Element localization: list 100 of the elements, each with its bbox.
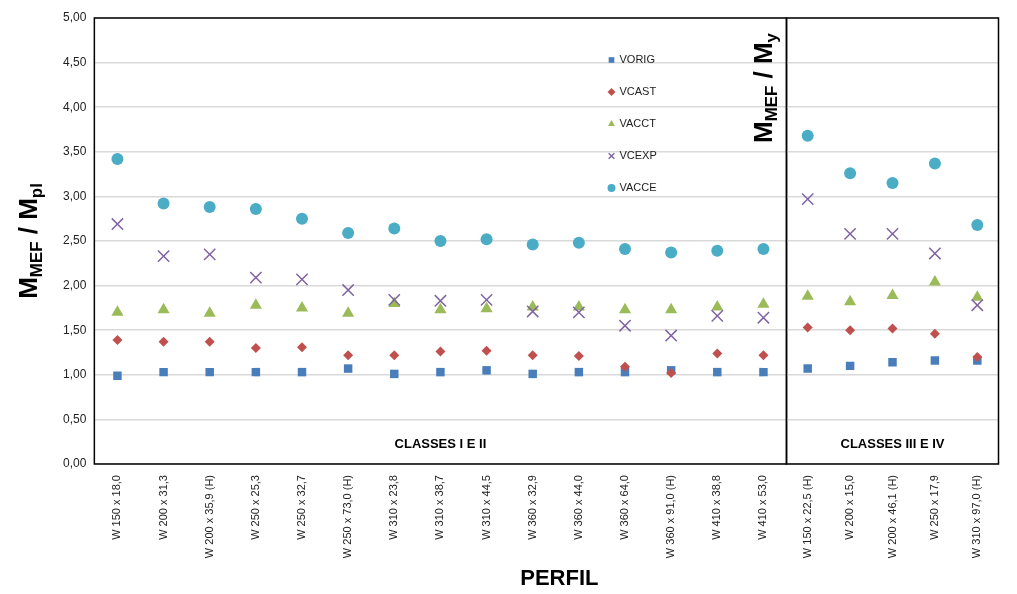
point — [111, 217, 124, 231]
y-tick-label: 4,00 — [63, 99, 87, 114]
point — [888, 358, 897, 367]
x-tick-label: W 360 x 44,0 — [571, 475, 584, 540]
point — [929, 328, 940, 339]
legend-label: VCEXP — [619, 149, 657, 162]
x-tick-label: W 360 x 32,9 — [525, 475, 538, 540]
x-tick-label: W 150 x 22,5 (H) — [800, 475, 813, 559]
x-tick-label: W 310 x 97,0 (H) — [970, 475, 983, 559]
point — [758, 350, 769, 361]
x-tick-label: W 250 x 73,0 (H) — [341, 475, 354, 559]
point — [296, 212, 308, 225]
point — [887, 323, 898, 334]
point — [928, 247, 942, 260]
point — [972, 351, 983, 362]
legend-label: VCAST — [619, 85, 657, 98]
point — [112, 335, 123, 346]
point — [970, 298, 984, 312]
point — [480, 301, 493, 313]
point — [480, 293, 493, 307]
y-axis-title: MMEF / Mpl — [13, 183, 47, 299]
x-tick-label: W 200 x 31,3 — [156, 475, 169, 540]
point — [844, 294, 857, 306]
point — [342, 306, 355, 317]
point — [113, 371, 122, 380]
point — [436, 367, 445, 377]
point — [528, 369, 537, 379]
point — [250, 343, 261, 354]
point — [435, 346, 446, 357]
point — [482, 366, 491, 375]
y-tick-label: 1,00 — [63, 367, 87, 382]
point — [618, 302, 632, 314]
point — [757, 243, 770, 256]
point — [619, 243, 631, 256]
point — [710, 309, 724, 323]
point — [205, 367, 214, 377]
point — [111, 305, 124, 316]
x-tick-label: W 410 x 53,0 — [756, 475, 769, 540]
point — [665, 302, 678, 314]
legend-label: VORIG — [619, 53, 655, 66]
x-tick-label: W 150 x 18,0 — [110, 475, 123, 540]
point — [434, 294, 447, 308]
legend-label: VACCT — [619, 117, 657, 130]
point — [158, 336, 169, 347]
point — [159, 367, 168, 377]
point — [204, 336, 215, 347]
point — [803, 364, 812, 373]
x-tick-label: W 310 x 38,7 — [433, 475, 446, 540]
x-tick-label: W 250 x 32,7 — [295, 475, 308, 540]
y-tick-label: 0,50 — [63, 411, 87, 426]
y-axis-title: MMEF / My — [747, 32, 781, 144]
x-tick-label: W 310 x 23,8 — [387, 475, 400, 540]
y-tick-label: 1,50 — [63, 322, 87, 337]
point — [843, 227, 857, 241]
point — [343, 364, 353, 373]
point — [527, 350, 538, 361]
x-tick-label: W 360 x 64,0 — [618, 475, 631, 540]
point — [971, 290, 984, 301]
point — [886, 227, 899, 241]
point — [713, 367, 722, 377]
x-tick-label: W 200 x 35,9 (H) — [202, 475, 215, 559]
point — [618, 319, 632, 333]
x-tick-label: W 200 x 46,1 (H) — [885, 475, 898, 559]
point — [434, 302, 447, 314]
point — [157, 249, 170, 263]
point — [341, 283, 355, 297]
point — [388, 222, 401, 235]
point — [203, 201, 216, 214]
annotation: CLASSES I E II — [394, 435, 487, 451]
point — [572, 305, 586, 319]
point — [620, 361, 630, 372]
point — [249, 202, 262, 215]
y-tick-label: 2,50 — [63, 233, 87, 248]
point — [886, 288, 899, 299]
y-tick-label: 3,50 — [63, 144, 87, 159]
point — [664, 329, 678, 342]
point — [801, 129, 814, 142]
point — [203, 306, 216, 317]
point — [295, 272, 309, 286]
point — [249, 271, 263, 284]
y-tick-label: 5,00 — [63, 10, 87, 25]
point — [480, 233, 493, 246]
point — [801, 289, 814, 300]
y-tick-label: 3,00 — [63, 188, 87, 203]
point — [249, 298, 262, 309]
point — [526, 305, 540, 318]
point — [203, 247, 217, 261]
point — [526, 238, 539, 251]
point — [573, 351, 584, 362]
point — [886, 177, 899, 190]
x-tick-label: W 250 x 25,3 — [248, 475, 261, 540]
point — [802, 322, 813, 333]
point — [757, 297, 770, 308]
x-tick-label: W 250 x 17,9 — [927, 475, 940, 540]
point — [297, 342, 307, 353]
annotation: CLASSES III E IV — [840, 435, 945, 451]
x-tick-label: W 410 x 38,8 — [710, 475, 723, 540]
point — [434, 235, 447, 247]
point — [844, 167, 857, 180]
point — [665, 246, 678, 259]
